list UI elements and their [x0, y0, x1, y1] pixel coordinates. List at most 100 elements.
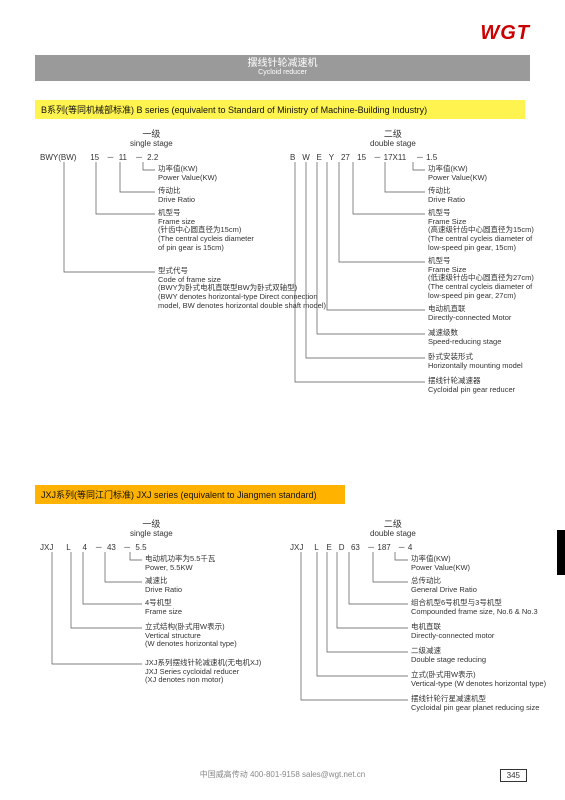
code-seg: 1.5 — [426, 153, 442, 162]
label: single stage — [130, 140, 173, 149]
desc-item: 摆线针轮减速器 Cycloidal pin gear reducer — [428, 377, 515, 394]
desc-item: 卧式安装形式 Horizontally mounting model — [428, 353, 523, 370]
desc-item: 传动比 Drive Ratio — [428, 187, 465, 204]
code-seg: － — [373, 152, 381, 163]
code-seg: 43 — [107, 543, 121, 552]
code-seg: 27 — [341, 153, 355, 162]
code-seg: JXJ — [40, 543, 64, 552]
b-double-diagram: B W E Y 27 15 － 17X11 － 1.5 功率值(KW) Powe… — [290, 152, 550, 452]
b-double-title: 二级 double stage — [370, 130, 416, 149]
code-seg: E — [326, 543, 336, 552]
label-en: Speed-reducing stage — [428, 338, 501, 347]
section-b-header: B系列(等同机械部标准) B series (equivalent to Sta… — [35, 100, 525, 119]
label-en: Directly-connected Motor — [428, 314, 511, 323]
code-seg: － — [367, 542, 375, 553]
page-number: 345 — [500, 769, 527, 782]
desc-item: 立式(卧式用W表示) Vertical-type (W denotes hori… — [411, 671, 546, 688]
label-en: Cycloidal pin gear reducer — [428, 386, 515, 395]
label-en: Power Value(KW) — [428, 174, 487, 183]
section-j-header: JXJ系列(等同江门标准) JXJ series (equivalent to … — [35, 485, 345, 504]
desc-item: 组合机型6号机型与3号机型 Compounded frame size, No.… — [411, 599, 538, 616]
desc-item: 功率值(KW) Power Value(KW) — [428, 165, 487, 182]
label-en: Cycloidal pin gear planet reducing size — [411, 704, 539, 713]
label-en: Horizontally mounting model — [428, 362, 523, 371]
code-seg: － — [398, 542, 406, 553]
edge-tab — [557, 530, 565, 575]
desc-item: 功率值(KW) Power Value(KW) — [158, 165, 217, 182]
j-double-title: 二级 double stage — [370, 520, 416, 539]
label-en: General Drive Ratio — [411, 586, 477, 595]
desc-item: 传动比 Drive Ratio — [158, 187, 195, 204]
code-seg: － — [123, 542, 133, 553]
label: double stage — [370, 530, 416, 539]
code-seg: L — [314, 543, 324, 552]
label-en: (The central cycleis diameter of low-spe… — [428, 235, 534, 252]
bracket-lines — [290, 152, 550, 452]
label-en: Drive Ratio — [145, 586, 182, 595]
label-en: (The central cycleis diameter of pin gea… — [158, 235, 254, 252]
label-en: JXJ Series cycloidal reducer (XJ denotes… — [145, 668, 261, 685]
label-en: Power Value(KW) — [411, 564, 470, 573]
title-cn: 摆线针轮减速机 — [35, 58, 530, 69]
label-en: Drive Ratio — [158, 196, 195, 205]
code-seg: Y — [329, 153, 339, 162]
desc-item: 4号机型 Frame size — [145, 599, 182, 616]
desc-item: 电机直联 Directly-connected motor — [411, 623, 494, 640]
desc-item: 总传动比 General Drive Ratio — [411, 577, 477, 594]
desc-item: 减速级数 Speed-reducing stage — [428, 329, 501, 346]
desc-item: 立式结构(卧式用W表示) Vertical structure (W denot… — [145, 623, 237, 649]
code-seg: 15 — [357, 153, 371, 162]
b-single-diagram: BWY(BW) 15 － 11 － 2.2 功率值(KW) Power Valu… — [40, 152, 300, 352]
code-row: B W E Y 27 15 － 17X11 － 1.5 — [290, 152, 442, 163]
label-en: Double stage reducing — [411, 656, 486, 665]
label-en: Compounded frame size, No.6 & No.3 — [411, 608, 538, 617]
code-seg: － — [135, 152, 145, 163]
desc-item: 电动机直联 Directly-connected Motor — [428, 305, 511, 322]
desc-item: 减速比 Drive Ratio — [145, 577, 182, 594]
code-seg: 63 — [351, 543, 365, 552]
label: single stage — [130, 530, 173, 539]
code-seg: － — [106, 152, 116, 163]
code-seg: B — [290, 153, 300, 162]
label-en: Vertical structure (W denotes horizontal… — [145, 632, 237, 649]
code-seg: 5.5 — [135, 543, 151, 552]
title-en: Cycloid reducer — [35, 69, 530, 77]
code-seg: BWY(BW) — [40, 153, 88, 162]
label-en: Power, 5.5KW — [145, 564, 215, 573]
code-seg: W — [302, 153, 314, 162]
j-double-diagram: JXJ L E D 63 － 187 － 4 功率值(KW) Power Val… — [290, 542, 550, 772]
desc-item: JXJ系列摆线针轮减速机(无电机XJ) JXJ Series cycloidal… — [145, 659, 261, 685]
desc-item: 机型号 Frame size (针齿中心圆直径为15cm) (The centr… — [158, 209, 254, 252]
code-seg: E — [316, 153, 326, 162]
j-single-diagram: JXJ L 4 － 43 － 5.5 电动机功率为5.5千瓦 Power, 5.… — [40, 542, 300, 742]
code-seg: 2.2 — [147, 153, 165, 162]
label-en: Vertical-type (W denotes horizontal type… — [411, 680, 546, 689]
code-seg: 187 — [377, 543, 395, 552]
label: double stage — [370, 140, 416, 149]
code-seg: 4 — [82, 543, 92, 552]
label-en: Drive Ratio — [428, 196, 465, 205]
desc-item: 机型号 Frame Size (低速级针齿中心圆直径为27cm) (The ce… — [428, 257, 534, 300]
footer-text: 中国威高传动 400-801-9158 sales@wgt.net.cn — [0, 769, 565, 780]
code-seg: 4 — [408, 543, 418, 552]
code-seg: JXJ — [290, 543, 312, 552]
label-en: Frame size — [145, 608, 182, 617]
label-en: (The central cycleis diameter of low-spe… — [428, 283, 534, 300]
code-seg: L — [66, 543, 80, 552]
desc-item: 电动机功率为5.5千瓦 Power, 5.5KW — [145, 555, 215, 572]
desc-item: 机型号 Frame Size (高速级针齿中心圆直径为15cm) (The ce… — [428, 209, 534, 252]
code-seg: － — [416, 152, 424, 163]
j-single-title: 一级 single stage — [130, 520, 173, 539]
desc-item: 摆线针轮行星减速机型 Cycloidal pin gear planet red… — [411, 695, 539, 712]
label-en: Directly-connected motor — [411, 632, 494, 641]
code-seg: － — [95, 542, 105, 553]
desc-item: 功率值(KW) Power Value(KW) — [411, 555, 470, 572]
code-row: JXJ L E D 63 － 187 － 4 — [290, 542, 418, 553]
title-bar: 摆线针轮减速机 Cycloid reducer — [35, 55, 530, 81]
code-row: BWY(BW) 15 － 11 － 2.2 — [40, 152, 165, 163]
desc-item: 二级减速 Double stage reducing — [411, 647, 486, 664]
code-seg: 11 — [119, 153, 133, 162]
logo: WGT — [480, 22, 530, 45]
label-en: Power Value(KW) — [158, 174, 217, 183]
b-single-title: 一级 single stage — [130, 130, 173, 149]
